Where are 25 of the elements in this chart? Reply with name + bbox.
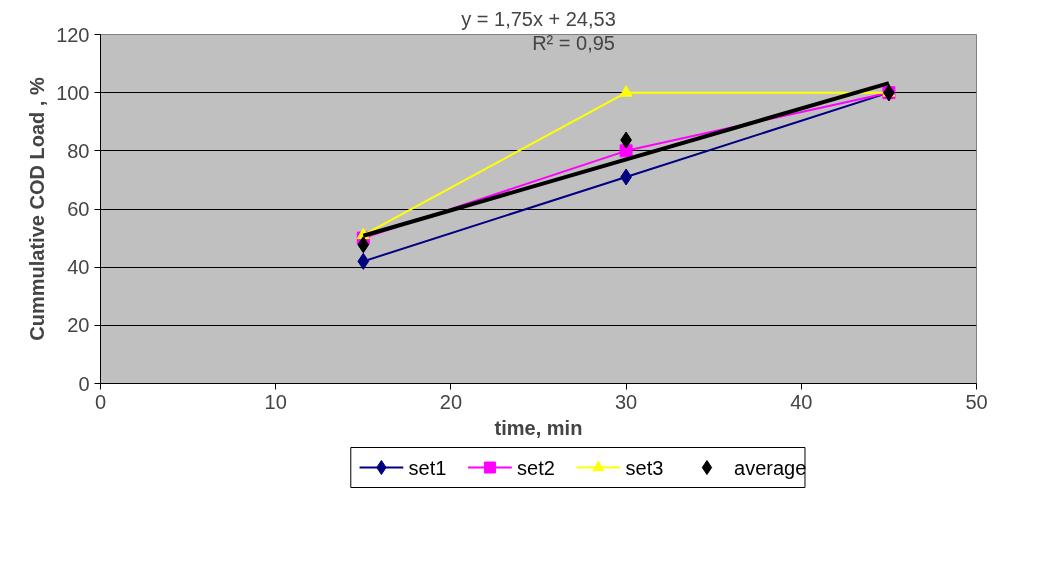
text: y = 1,75x + 24,53 — [461, 7, 616, 30]
x-tick-label: 10 — [264, 390, 287, 413]
y-axis-title: Cummulative COD Load , % — [26, 77, 49, 341]
x-axis-title: time, min — [494, 416, 583, 439]
x-tick-label: 0 — [94, 390, 107, 413]
point — [619, 85, 633, 97]
y-tick-label: 120 — [56, 23, 90, 46]
x-tick-label: 20 — [439, 390, 463, 413]
y-tick-label: 20 — [67, 314, 90, 337]
y-tick-label: 100 — [56, 81, 90, 104]
legend-label: set3 — [625, 456, 664, 479]
x-tick-label: 50 — [965, 390, 988, 413]
y-tick-label: 60 — [67, 198, 90, 220]
y-tick-label: 80 — [67, 139, 90, 162]
point — [357, 252, 370, 270]
legend-label: average — [734, 456, 807, 479]
x-tick-label: 40 — [790, 390, 813, 413]
point — [619, 144, 633, 158]
legend-label: set1 — [408, 456, 447, 479]
legend-label: set2 — [517, 456, 555, 479]
y-tick-label: 0 — [78, 372, 90, 395]
x-tick-label: 30 — [614, 390, 638, 413]
y-tick-label: 40 — [67, 256, 90, 279]
point — [357, 236, 370, 254]
annotation: R² = 0,95 — [532, 32, 615, 55]
